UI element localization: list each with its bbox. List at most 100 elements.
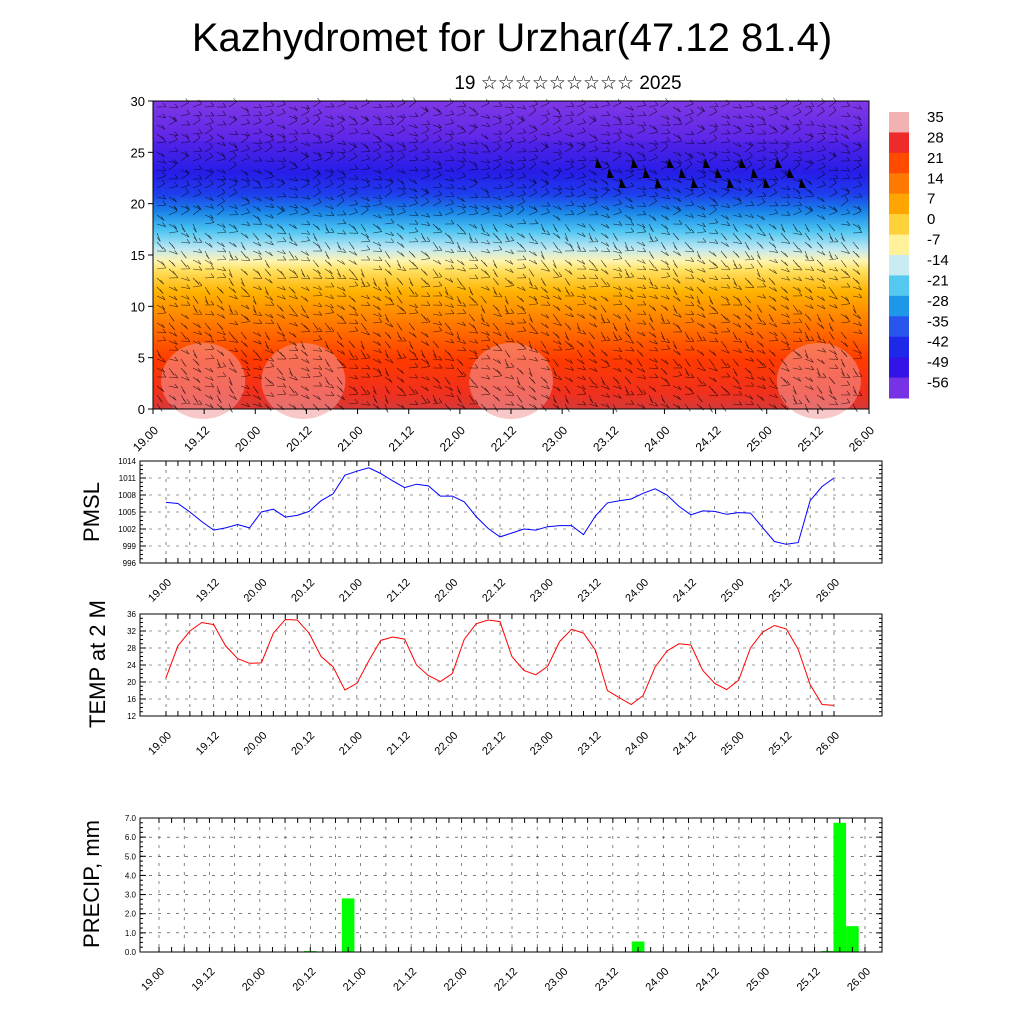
wind-barb-feather	[329, 170, 334, 175]
wind-barb	[744, 267, 754, 270]
wind-barb	[696, 223, 706, 228]
wind-barb-feather	[797, 287, 802, 292]
wind-barb	[660, 250, 669, 257]
wind-barb-feather	[602, 335, 606, 340]
wind-barb	[732, 142, 742, 148]
wind-barb-feather	[234, 255, 239, 260]
wind-barb-feather	[699, 380, 703, 385]
wind-barb-feather	[330, 102, 335, 108]
wind-barb-feather	[834, 254, 839, 259]
wind-barb-feather	[234, 145, 239, 151]
wind-barb-feather	[529, 318, 533, 323]
wind-barb	[204, 295, 209, 305]
wind-barb-feather	[162, 166, 167, 171]
wind-barb-feather	[373, 282, 377, 287]
wind-barb	[660, 178, 670, 181]
wind-barb	[792, 385, 797, 395]
wind-barb-feather	[606, 131, 611, 136]
wind-barb-feather	[318, 246, 323, 252]
wind-barb-feather	[666, 344, 671, 350]
wind-barb	[816, 101, 825, 108]
wind-barb-feather	[606, 139, 611, 145]
wind-barb-feather	[282, 249, 286, 255]
wind-barb-feather	[315, 326, 319, 331]
wind-barb-feather	[642, 265, 647, 271]
wind-barb	[756, 295, 766, 299]
wind-barb-feather	[845, 143, 849, 149]
wind-barb	[168, 210, 178, 216]
y-tick-label: 3.0	[125, 891, 137, 900]
wind-barb	[528, 313, 533, 323]
wind-barb-feather	[400, 369, 405, 375]
wind-barb	[756, 376, 766, 381]
wind-barb-feather	[757, 255, 761, 260]
wind-barb-feather	[414, 112, 419, 117]
wind-barb	[528, 211, 538, 216]
wind-barb	[540, 232, 550, 235]
wind-barb-feather	[521, 233, 525, 239]
wind-barb-feather	[210, 354, 215, 359]
wind-barb-feather	[570, 200, 575, 206]
wind-barb	[516, 304, 525, 311]
wind-barb-feather	[845, 189, 850, 194]
wind-barb	[600, 223, 610, 229]
wind-barb-feather	[545, 350, 550, 355]
wind-barb	[348, 376, 358, 380]
wind-barb-feather	[342, 230, 347, 235]
wind-barb-feather	[810, 159, 814, 164]
wind-barb	[852, 331, 862, 335]
wind-barb-feather	[594, 145, 598, 150]
wind-barb-feather	[173, 332, 178, 337]
wind-barb	[708, 394, 718, 397]
wind-flag	[739, 158, 746, 168]
wind-barb-feather	[390, 238, 395, 243]
wind-barb-feather	[234, 310, 239, 315]
wind-barb-feather	[845, 296, 849, 301]
wind-barb	[384, 191, 393, 198]
wind-barb-feather	[857, 224, 861, 229]
wind-barb-feather	[678, 159, 682, 164]
wind-barb-feather	[618, 384, 622, 390]
wind-barb	[708, 169, 717, 175]
wind-barb-feather	[340, 361, 344, 366]
wind-barb-feather	[629, 133, 634, 139]
wind-barb-feather	[605, 242, 610, 247]
wind-barb	[300, 223, 310, 226]
wind-barb-feather	[186, 169, 190, 174]
wind-barb	[612, 156, 621, 162]
wind-barb-feather	[642, 185, 647, 191]
wind-barb-feather	[174, 273, 179, 279]
wind-barb-feather	[798, 194, 803, 199]
wind-barb-feather	[846, 101, 851, 107]
wind-barb-feather	[294, 346, 299, 351]
wind-barb-feather	[433, 398, 438, 404]
wind-barb	[360, 120, 369, 126]
wind-barb	[420, 258, 430, 261]
wind-barb-feather	[649, 317, 654, 323]
wind-barb	[552, 367, 557, 377]
wind-barb	[696, 231, 706, 234]
wind-barb	[444, 102, 453, 108]
wind-barb	[264, 232, 273, 240]
wind-barb-feather	[569, 242, 573, 248]
wind-barb	[324, 133, 334, 138]
wind-barb-feather	[593, 197, 598, 203]
x-tick-label: 23.00	[543, 966, 571, 994]
wind-barb-feather	[555, 317, 559, 322]
wind-barb	[852, 106, 862, 110]
wind-barb-feather	[543, 262, 547, 268]
wind-barb	[348, 115, 357, 122]
wind-barb	[168, 115, 177, 122]
wind-barb	[684, 142, 694, 145]
wind-barb	[516, 119, 525, 126]
wind-barb	[852, 357, 862, 360]
wind-barb-feather	[423, 316, 428, 321]
wind-flag	[691, 178, 698, 188]
wind-barb	[852, 142, 862, 147]
wind-barb-feather	[486, 365, 491, 370]
wind-barb	[336, 119, 345, 126]
wind-barb-feather	[306, 230, 311, 235]
wind-barb	[672, 196, 681, 202]
wind-barb	[168, 268, 176, 276]
wind-barb	[420, 169, 430, 172]
